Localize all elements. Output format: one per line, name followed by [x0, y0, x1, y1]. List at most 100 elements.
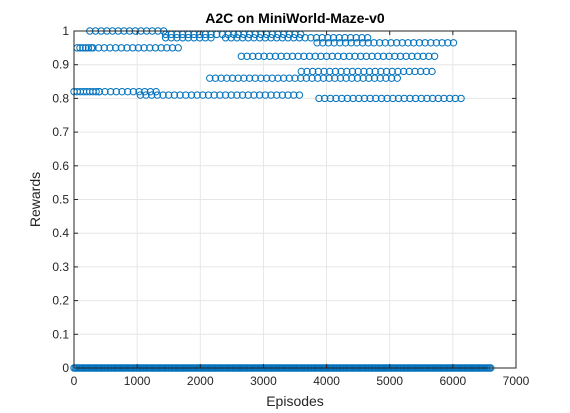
data-point	[106, 87, 115, 96]
data-point	[240, 74, 248, 82]
data-point	[201, 34, 210, 42]
data-point	[389, 94, 397, 103]
data-point	[410, 39, 418, 47]
chart-title: A2C on MiniWorld-Maze-v0	[205, 10, 385, 26]
data-point	[428, 94, 437, 103]
data-point	[206, 74, 214, 82]
data-point	[335, 34, 343, 42]
data-point	[94, 44, 103, 52]
data-point	[210, 91, 218, 99]
data-point	[260, 52, 268, 60]
data-point	[76, 44, 84, 52]
data-point	[381, 39, 389, 47]
data-point	[308, 74, 316, 82]
data-point	[341, 39, 350, 47]
data-point	[363, 34, 372, 42]
data-point	[348, 74, 356, 82]
data-point	[159, 91, 167, 99]
data-point	[251, 74, 259, 82]
data-point	[383, 94, 391, 103]
data-point	[274, 74, 282, 82]
data-point	[444, 39, 452, 47]
data-point	[106, 44, 114, 52]
data-point	[359, 74, 367, 82]
data-point	[345, 52, 353, 60]
data-point	[370, 74, 379, 82]
data-point	[140, 44, 148, 52]
data-point	[346, 34, 355, 42]
data-point	[147, 91, 156, 99]
data-point	[317, 52, 325, 60]
y-tick-label: 0.1	[52, 327, 69, 341]
data-point	[334, 52, 342, 60]
data-point	[300, 52, 308, 60]
data-point	[320, 94, 329, 103]
x-tick-labels: 0 1000 2000 3000 4000 5000 6000 7000	[71, 374, 530, 388]
data-point	[425, 52, 433, 60]
data-point	[151, 44, 160, 52]
data-point	[178, 34, 187, 42]
data-point	[319, 39, 327, 47]
data-point	[368, 52, 376, 60]
data-point	[432, 39, 441, 47]
data-point	[285, 74, 294, 82]
data-point	[100, 44, 109, 52]
data-point	[422, 67, 431, 76]
data-point	[254, 52, 263, 60]
x-axis-label: Episodes	[266, 393, 324, 409]
data-point	[376, 74, 384, 82]
data-point	[411, 94, 420, 103]
data-point	[129, 44, 137, 52]
data-point	[398, 39, 407, 47]
data-point	[92, 87, 100, 96]
data-point	[238, 91, 247, 99]
y-tick-label: 0.6	[52, 159, 69, 173]
x-tick-label: 7000	[503, 374, 530, 388]
data-point	[136, 91, 145, 99]
data-point	[95, 87, 103, 96]
data-point	[227, 91, 235, 99]
data-point	[168, 44, 177, 52]
x-tick-label: 6000	[440, 374, 467, 388]
data-point	[351, 52, 359, 60]
data-point	[266, 52, 274, 60]
y-tick-label: 0.2	[52, 294, 69, 308]
data-point	[207, 34, 215, 42]
data-point	[313, 39, 321, 47]
data-point	[434, 94, 443, 103]
data-point	[324, 39, 333, 47]
data-point	[118, 87, 126, 96]
data-point	[123, 44, 131, 52]
data-point	[405, 67, 413, 76]
data-point	[330, 39, 338, 47]
data-point	[250, 91, 258, 99]
data-point	[326, 94, 335, 103]
data-point	[81, 44, 90, 52]
data-point	[184, 34, 192, 42]
data-point	[382, 74, 390, 82]
data-point	[375, 39, 384, 47]
data-point	[311, 52, 319, 60]
y-tick-labels: 0 0.1 0.2 0.3 0.4 0.5 0.6 0.7 0.8 0.9 1	[52, 24, 69, 375]
data-point	[365, 74, 373, 82]
data-point	[288, 52, 297, 60]
data-point	[233, 91, 241, 99]
data-point	[234, 74, 242, 82]
data-point	[427, 39, 435, 47]
data-point	[284, 91, 292, 99]
data-point	[117, 44, 126, 52]
data-point	[277, 52, 285, 60]
data-point	[268, 74, 276, 82]
data-point	[221, 34, 230, 42]
data-point	[290, 91, 298, 99]
axis-ticks	[73, 30, 517, 369]
data-point	[312, 34, 321, 42]
data-point	[112, 87, 121, 96]
data-point	[399, 67, 408, 76]
data-point	[402, 52, 410, 60]
data-point	[315, 94, 323, 103]
data-point	[385, 52, 393, 60]
data-point	[278, 91, 287, 99]
data-point	[451, 94, 460, 103]
data-point	[79, 44, 87, 52]
